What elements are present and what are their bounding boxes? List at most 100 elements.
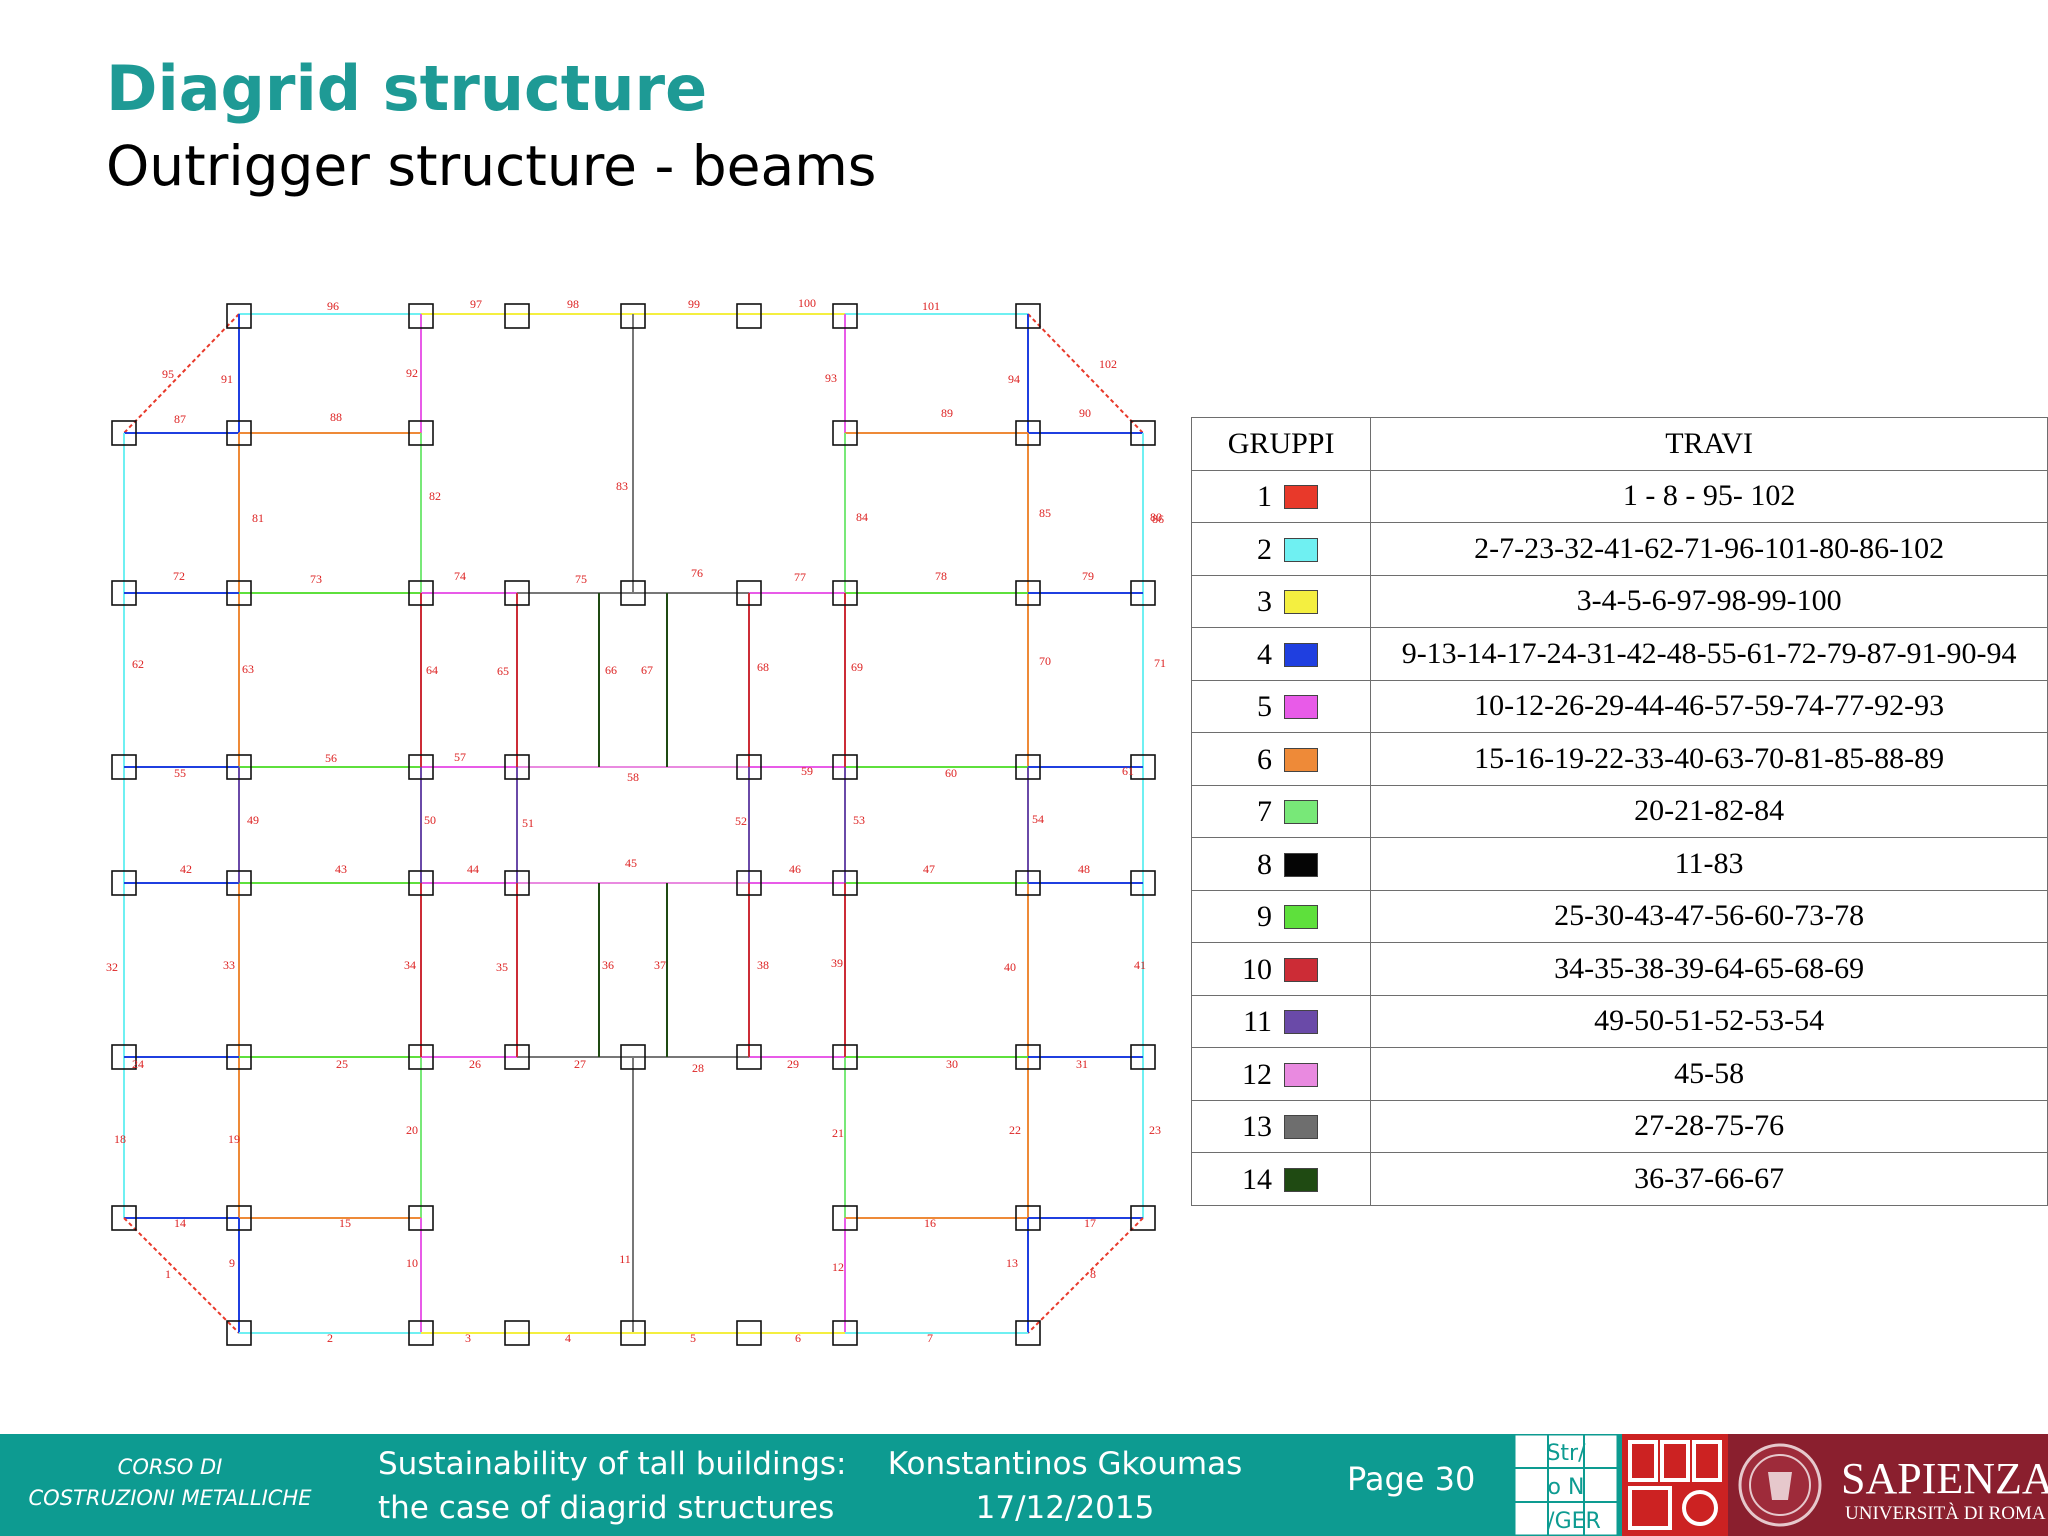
column-node (1015, 1320, 1041, 1346)
beam-number-label: 20 (406, 1123, 418, 1137)
beam-number-label: 40 (1004, 960, 1016, 974)
beam-number-label: 70 (1039, 654, 1051, 668)
legend-header-beams: TRAVI (1370, 417, 2048, 471)
legend-group-cell: 6 (1190, 732, 1372, 786)
beam-number-label: 53 (853, 813, 865, 827)
group-color-swatch (1284, 590, 1318, 615)
slide-subtitle: Outrigger structure - beams (106, 134, 877, 198)
legend-group-cell: 2 (1190, 522, 1372, 576)
course-line-2: COSTRUZIONI METALLICHE (28, 1486, 312, 1510)
column-node (832, 1320, 858, 1346)
beam-number-label: 68 (757, 660, 769, 674)
column-node (1130, 870, 1156, 896)
column-node (1130, 1205, 1156, 1231)
beam-number-label: 6 (795, 1331, 801, 1345)
beam-number-label: 97 (470, 297, 482, 311)
beam-number-label: 93 (825, 371, 837, 385)
beam-number-label: 38 (757, 958, 769, 972)
legend-beams-cell: 10-12-26-29-44-46-57-59-74-77-92-93 (1370, 679, 2048, 733)
beam-number-label: 89 (941, 406, 953, 420)
svg-text:Str/: Str/ (1546, 1441, 1586, 1466)
group-color-swatch (1284, 1167, 1318, 1192)
column-node (620, 580, 646, 606)
beam-number-label: 5 (690, 1331, 696, 1345)
column-node (226, 1205, 252, 1231)
legend-row: 5 10-12-26-29-44-46-57-59-74-77-92-93 (1190, 679, 2048, 733)
beam-number-label: 61 (1122, 764, 1134, 778)
beam-number-label: 64 (426, 663, 438, 677)
beam-number-label: 29 (787, 1057, 799, 1071)
column-node (620, 1320, 646, 1346)
beam-number-label: 54 (1032, 812, 1044, 826)
group-color-swatch (1284, 485, 1318, 510)
group-number: 1 (1257, 480, 1272, 514)
column-node (504, 1044, 530, 1070)
page-number: Page 30 (1347, 1460, 1476, 1498)
beam-number-label: 66 (605, 663, 617, 677)
beam-number-label: 65 (497, 664, 509, 678)
beam-number-label: 17 (1084, 1216, 1096, 1230)
legend-beams-cell: 2-7-23-32-41-62-71-96-101-80-86-102 (1370, 522, 2048, 576)
group-number: 6 (1257, 742, 1272, 776)
group-color-swatch (1284, 695, 1318, 720)
column-node (226, 303, 252, 329)
column-node (111, 580, 137, 606)
group-number: 8 (1257, 847, 1272, 881)
beam-number-label: 50 (424, 813, 436, 827)
beam-number-label: 47 (923, 862, 935, 876)
talk-line-2: the case of diagrid structures (378, 1490, 835, 1526)
course-name: CORSO DI COSTRUZIONI METALLICHE (0, 1452, 340, 1514)
beam (1027, 1217, 1144, 1334)
beam-number-label: 31 (1076, 1057, 1088, 1071)
group-color-swatch (1284, 642, 1318, 667)
legend-row: 1 1 - 8 - 95- 102 (1190, 469, 2048, 523)
talk-title: Sustainability of tall buildings: the ca… (378, 1442, 846, 1530)
column-node (226, 580, 252, 606)
beam-number-label: 44 (467, 862, 479, 876)
beam (123, 1217, 240, 1334)
group-number: 9 (1257, 900, 1272, 934)
beam-number-label: 23 (1149, 1123, 1161, 1137)
beam-number-label: 43 (335, 862, 347, 876)
beam-number-label: 96 (327, 299, 339, 313)
legend-beams-cell: 27-28-75-76 (1370, 1099, 2048, 1153)
beam-number-label: 55 (174, 766, 186, 780)
column-node (408, 754, 434, 780)
beam-number-label: 77 (794, 570, 806, 584)
svg-text:/GER: /GER (1547, 1509, 1601, 1534)
beam-number-label: 34 (404, 958, 416, 972)
column-node (408, 420, 434, 446)
beam-number-label: 11 (619, 1252, 631, 1266)
beam-number-label: 22 (1009, 1123, 1021, 1137)
beam-number-label: 3 (465, 1331, 471, 1345)
legend-beams-cell: 11-83 (1370, 837, 2048, 891)
column-node (226, 754, 252, 780)
legend-group-cell: 4 (1190, 627, 1372, 681)
beam-number-label: 45 (625, 856, 637, 870)
beam-number-label: 2 (327, 1331, 333, 1345)
column-node (832, 420, 858, 446)
legend-group-cell: 9 (1190, 889, 1372, 943)
beam-number-label: 78 (935, 569, 947, 583)
column-node (832, 870, 858, 896)
beam-number-label: 26 (469, 1057, 481, 1071)
column-node (111, 1044, 137, 1070)
group-number: 10 (1242, 952, 1272, 986)
beam-number-label: 56 (325, 751, 337, 765)
beam-number-label: 90 (1079, 406, 1091, 420)
beam-number-label: 87 (174, 412, 186, 426)
group-color-swatch (1284, 905, 1318, 930)
beam-number-label: 12 (832, 1260, 844, 1274)
legend-header-groups: GRUPPI (1190, 417, 1372, 471)
column-node (736, 754, 762, 780)
group-number: 2 (1257, 532, 1272, 566)
legend-group-cell: 8 (1190, 837, 1372, 891)
column-node (111, 1205, 137, 1231)
legend-row: 9 25-30-43-47-56-60-73-78 (1190, 889, 2048, 943)
column-node (1130, 1044, 1156, 1070)
beam-number-label: 46 (789, 862, 801, 876)
legend-beams-cell: 49-50-51-52-53-54 (1370, 994, 2048, 1048)
legend-row: 6 15-16-19-22-33-40-63-70-81-85-88-89 (1190, 732, 2048, 786)
slide-title: Diagrid structure (106, 52, 708, 125)
group-number: 3 (1257, 585, 1272, 619)
